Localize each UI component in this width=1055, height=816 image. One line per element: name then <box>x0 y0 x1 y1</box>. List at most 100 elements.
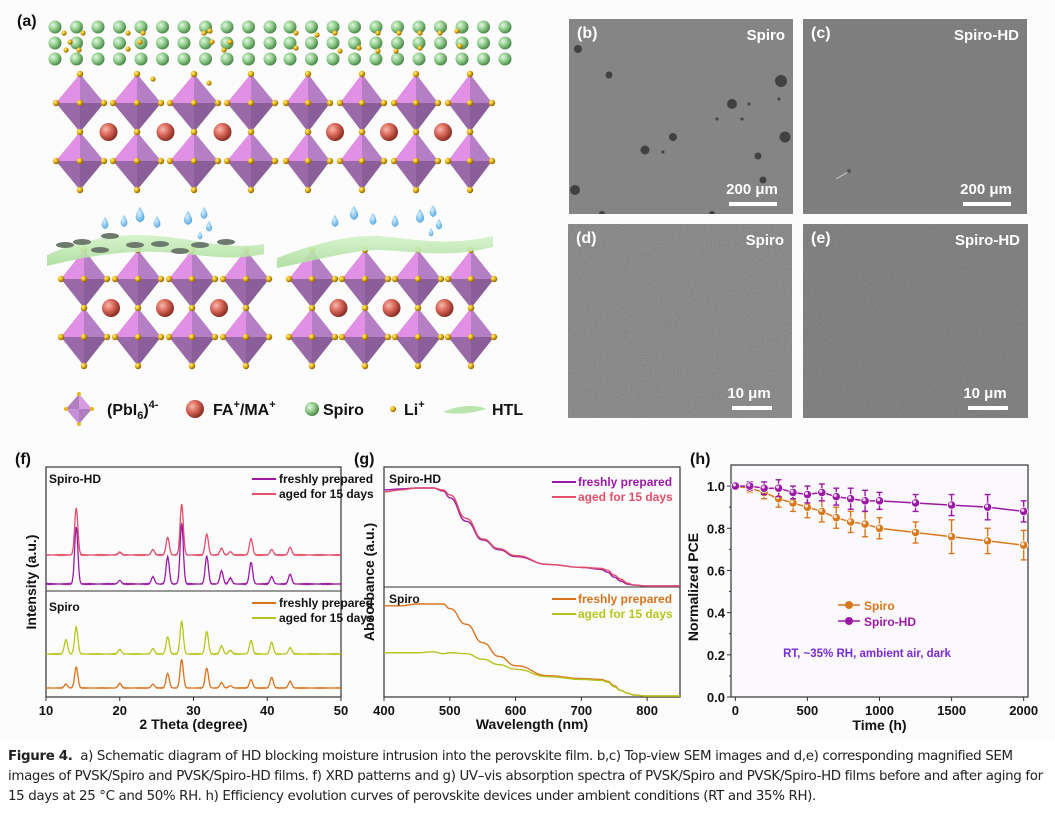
lithium-ion <box>209 39 215 45</box>
sem-grain-texture <box>803 224 1028 418</box>
pinhole <box>126 242 144 248</box>
iodide-atom <box>488 99 496 107</box>
x-axis-title: Time (h) <box>852 717 906 733</box>
spiro-molecule <box>305 36 318 50</box>
water-droplet-icon <box>391 215 399 227</box>
iodide-atom <box>109 157 117 165</box>
x-tick-label: 1000 <box>865 703 894 718</box>
panel-label-e: (e) <box>811 230 831 247</box>
sem-defects <box>570 45 791 214</box>
water-droplet-icon <box>205 220 213 232</box>
spiro-molecule <box>70 20 83 34</box>
lithium-ion <box>337 48 343 54</box>
iodide-atom <box>190 186 198 194</box>
iodide-atom <box>434 99 442 107</box>
data-point-highlight <box>862 498 866 502</box>
x-tick-label: 600 <box>505 703 527 718</box>
data-point-highlight <box>876 525 881 529</box>
iodide-atom <box>211 333 219 341</box>
iodide-atom <box>390 99 398 107</box>
octahedron <box>282 70 334 136</box>
spiro-molecule <box>412 52 426 66</box>
octahedron <box>336 128 388 194</box>
octahedron <box>109 128 165 194</box>
lithium-ion <box>393 48 399 54</box>
x-tick-label: 40 <box>260 703 274 718</box>
legend-label: aged for 15 days <box>279 487 374 501</box>
legend-marker <box>845 601 853 609</box>
lithium-ion <box>375 48 381 54</box>
data-point-highlight <box>862 521 866 525</box>
octahedron <box>338 304 392 370</box>
data-point-highlight <box>761 485 765 489</box>
y-axis-title: Intensity (a.u.) <box>23 535 39 630</box>
iodide-atom <box>361 275 369 283</box>
lithium-ion <box>457 43 463 49</box>
spiro-molecule <box>134 20 148 34</box>
lithium-ion <box>293 30 299 36</box>
sem-image-b: (b) Spiro 200 μm <box>569 19 793 214</box>
svg-text:FA+/MA+: FA+/MA+ <box>213 399 276 419</box>
iodide-atom <box>80 333 88 341</box>
spiro-molecule <box>91 52 105 66</box>
pinhole <box>56 242 74 248</box>
iodide-atom <box>165 275 173 283</box>
octahedron <box>390 70 442 136</box>
iodide-atom <box>157 99 165 107</box>
spiro-molecule <box>48 52 62 66</box>
data-point-highlight <box>985 538 989 542</box>
data-point-highlight <box>912 500 917 504</box>
schematic-legend: (PbI6)4- FA+/MA+ Spiro Li+ HTL <box>64 392 523 426</box>
iodide-atom <box>219 333 227 341</box>
spiro-molecule <box>326 52 340 66</box>
legend-label: freshly prepared <box>279 596 373 610</box>
iodide-atom <box>247 128 255 136</box>
iodide-atom <box>361 333 369 341</box>
iodide-atom <box>80 304 88 312</box>
iodide-atom <box>190 157 198 165</box>
iodide-atom <box>188 275 196 283</box>
iodide-atom <box>390 157 398 165</box>
svg-text:(PbI6)4-: (PbI6)4- <box>107 399 159 422</box>
iodide-atom <box>466 128 474 136</box>
iodide-atom <box>412 99 420 107</box>
iodide-atom <box>488 157 496 165</box>
octahedron <box>165 304 219 370</box>
spiro-molecule <box>412 20 426 34</box>
iodide-atom <box>338 333 346 341</box>
spiro-molecule <box>477 20 490 34</box>
spiro-molecule <box>263 36 277 50</box>
data-point-highlight <box>790 500 794 504</box>
iodide-atom <box>336 99 344 107</box>
cation-sphere <box>102 299 120 317</box>
htl-sheet-spiro <box>47 234 264 266</box>
spiro-molecule <box>348 52 361 66</box>
spiro-molecule <box>477 52 490 66</box>
iodide-atom <box>242 275 250 283</box>
spiro-molecule <box>70 52 83 66</box>
iodide-atom <box>285 333 293 341</box>
spiro-molecule <box>91 36 105 50</box>
iodide-atom <box>109 99 117 107</box>
iodide-atom <box>214 99 222 107</box>
iodide-atom <box>444 333 452 341</box>
iodide-atom <box>361 362 369 370</box>
iodide-atom <box>336 157 344 165</box>
iodide-atom <box>358 157 366 165</box>
iodide-atom <box>190 99 198 107</box>
panel-label-f: (f) <box>15 451 31 468</box>
iodide-atom <box>444 157 452 165</box>
spiro-molecule <box>220 52 234 66</box>
sem-scratch <box>835 169 851 180</box>
lithium-ion <box>80 30 86 36</box>
spiro-molecule <box>263 52 277 66</box>
lithium-ion <box>140 30 146 36</box>
iodide-atom <box>242 304 250 312</box>
iodide-atom <box>412 128 420 136</box>
data-point-highlight <box>833 493 837 498</box>
water-droplet-icon <box>153 216 161 228</box>
spiro-molecule <box>199 36 212 50</box>
spiro-molecule <box>48 20 62 34</box>
sem-sample-tag: Spiro <box>745 232 784 249</box>
spiro-molecule <box>326 36 340 50</box>
